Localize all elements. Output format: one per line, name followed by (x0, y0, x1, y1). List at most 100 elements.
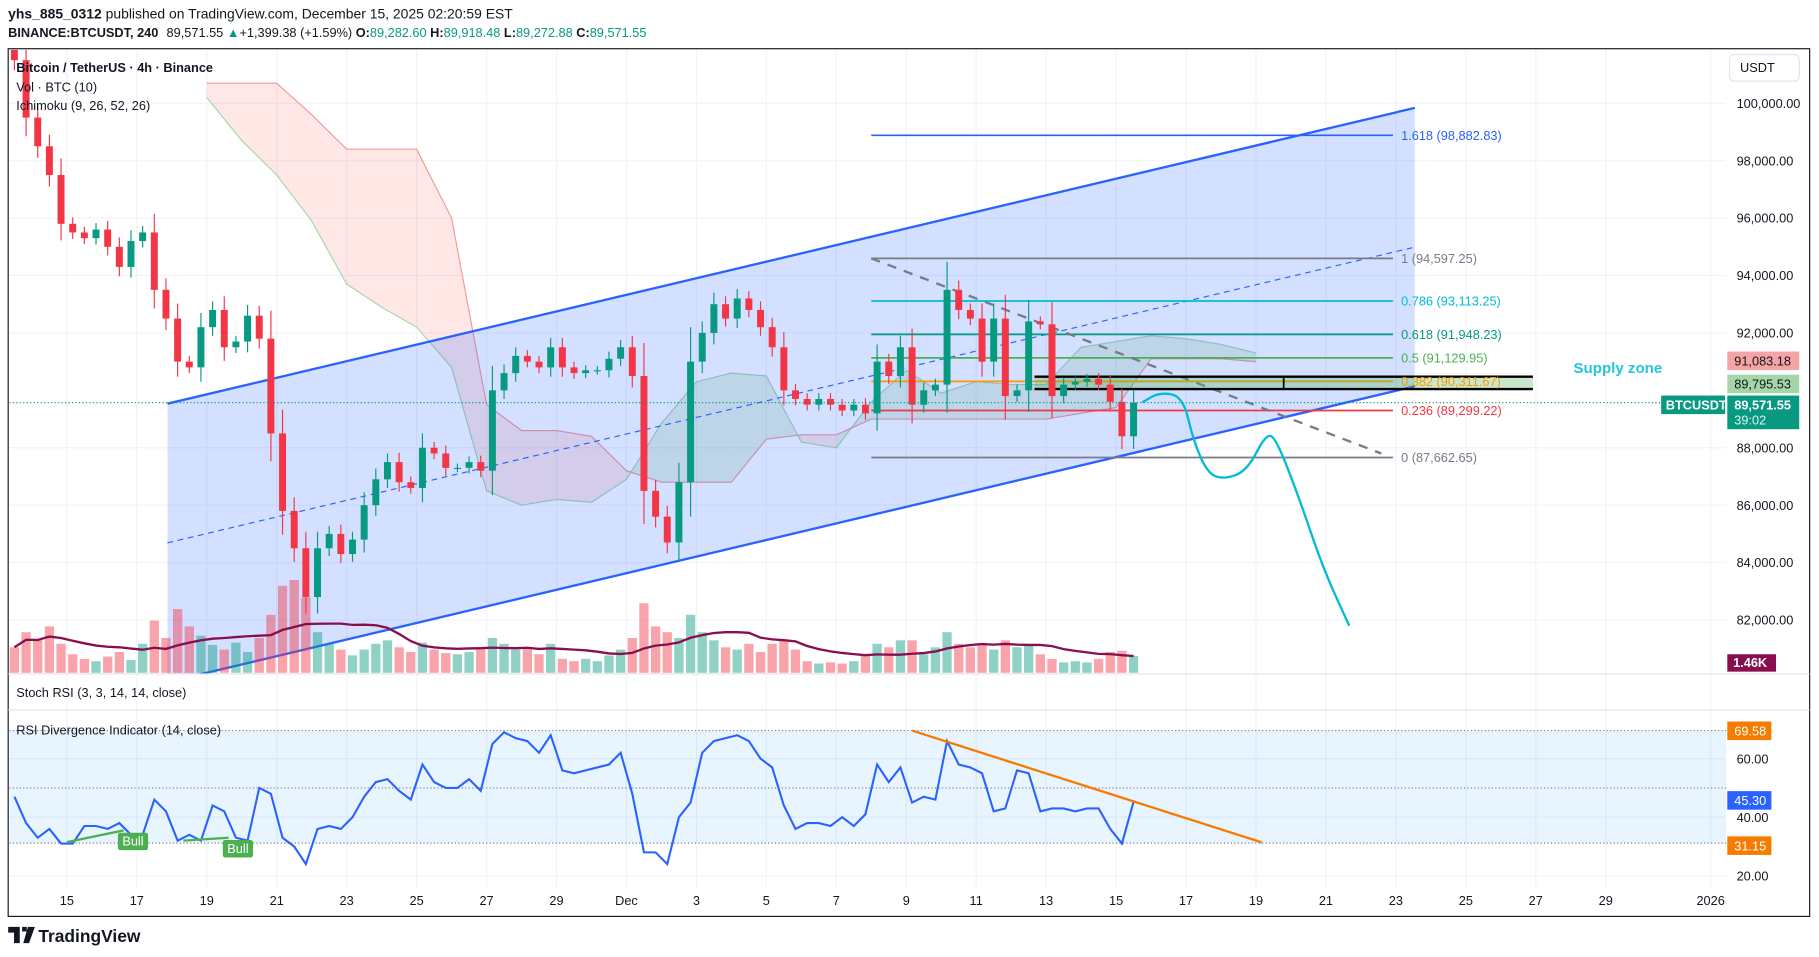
volume-bar (930, 647, 941, 673)
volume-bar (790, 649, 801, 673)
volume-bar (1035, 654, 1045, 673)
candle-body (127, 241, 135, 267)
volume-bar (68, 654, 78, 673)
candle-body (418, 447, 426, 488)
rsi-trend-line[interactable] (911, 729, 1263, 844)
date-tick-label: 29 (549, 893, 563, 908)
projection-path[interactable] (1141, 392, 1351, 627)
bull-divergence-label: Bull (227, 841, 248, 856)
volume-bar (91, 661, 101, 673)
candle-body (990, 318, 998, 362)
fib-level-label: 0.236 (89,299.22) (1401, 403, 1502, 418)
supply-zone-box[interactable] (1034, 375, 1533, 391)
volume-bar (650, 626, 661, 673)
candle-body (1048, 324, 1056, 397)
price-tick-label: 82,000.00 (1737, 613, 1794, 628)
rsi-axis[interactable]: 60.00 40.00 20.00 (1737, 751, 1769, 883)
main-pane[interactable] (9, 27, 1662, 682)
rsi-pane[interactable]: Bull Bull (9, 729, 1727, 867)
candle-body (174, 318, 182, 362)
close-value: 89,571.55 (590, 25, 647, 40)
ichimoku-cloud-segment (731, 373, 767, 483)
candle-body (896, 347, 904, 376)
candle-body (663, 516, 671, 543)
date-tick-label: 3 (693, 893, 700, 908)
volume-bar (44, 626, 55, 673)
candle-body (349, 539, 356, 554)
candle-body (628, 347, 636, 376)
supply-bottom-tag: 89,795.53 (1734, 377, 1791, 392)
candle-body (442, 453, 450, 468)
volume-bar (452, 654, 463, 673)
legend-volume[interactable]: Vol · BTC (10) (16, 80, 97, 95)
projection-curve[interactable] (1141, 392, 1351, 627)
volume-bar (860, 654, 871, 673)
candle-body (815, 398, 823, 405)
rsi-drawings[interactable]: Bull Bull (66, 729, 1263, 858)
currency-button-bg[interactable] (1729, 53, 1800, 82)
volume-bar (254, 638, 264, 673)
publisher-name[interactable]: yhs_885_0312 (8, 6, 102, 22)
candle-body (1083, 378, 1091, 382)
currency-label[interactable]: USDT (1740, 60, 1775, 75)
candle-body (733, 298, 741, 319)
ichimoku-cloud-segment (521, 430, 557, 506)
legend-ichimoku[interactable]: Ichimoku (9, 26, 52, 26) (16, 98, 150, 113)
volume-bar (802, 661, 812, 673)
volume-bar (779, 640, 789, 673)
volume-tag: 1.46K (1733, 655, 1768, 670)
volume-bar (103, 656, 113, 673)
volume-bar (954, 643, 964, 673)
rsi-tick-label: 40.00 (1737, 810, 1769, 825)
legend-title[interactable]: Bitcoin / TetherUS · 4h · Binance (16, 60, 213, 75)
date-tick-label: 21 (270, 893, 284, 908)
price-axis[interactable]: 100,000.00 98,000.00 96,000.00 94,000.00 92,… (1737, 96, 1801, 628)
date-tick-label: 7 (833, 893, 840, 908)
volume-bar (1128, 655, 1139, 673)
channel-lower-line[interactable] (167, 385, 1416, 682)
tradingview-logo-icon (8, 926, 35, 944)
candle-body (220, 309, 228, 348)
candle-body (570, 367, 578, 374)
date-tick-label: 2026 (1696, 893, 1724, 908)
ichimoku-span-a (206, 97, 1257, 506)
candle-body (430, 447, 438, 454)
volume-bar (207, 644, 218, 673)
fib-level-label: 0 (87,662.65) (1401, 450, 1477, 465)
candle-body (1095, 378, 1103, 385)
candle-body (1013, 390, 1021, 397)
candle-body (885, 361, 893, 376)
volume-bar (837, 663, 847, 673)
volume-bar (1047, 658, 1057, 673)
date-tick-label: 21 (1319, 893, 1333, 908)
currency-button[interactable]: USDT (1729, 53, 1800, 82)
volume-bar (989, 649, 999, 673)
candle-body (955, 289, 963, 310)
legend-stoch-rsi[interactable]: Stoch RSI (3, 3, 14, 14, close) (16, 685, 186, 700)
channel-fill (167, 107, 1415, 674)
bull-divergence-label: Bull (122, 833, 143, 848)
date-tick-label: 9 (903, 893, 910, 908)
volume-bar (581, 658, 591, 673)
volume-bar (697, 632, 707, 673)
volume-bar (511, 649, 521, 673)
supply-bottom-tag-bg (1727, 374, 1800, 394)
candle-body (162, 289, 170, 319)
rsi-tick-label: 20.00 (1737, 868, 1769, 883)
volume-bar (359, 649, 369, 673)
volume-bar (347, 655, 358, 673)
tradingview-logo[interactable]: TradingView (8, 926, 141, 946)
candle-body (861, 404, 869, 414)
time-axis[interactable]: 15 17 19 21 23 25 27 29 Dec 3 5 7 9 11 13 15 17 19 21 23 25 2… (60, 893, 1725, 908)
candle-body (698, 332, 706, 362)
candle-body (745, 298, 753, 310)
candle-body (209, 309, 217, 328)
open-value: 89,282.60 (370, 25, 427, 40)
fib-level-label: 1.618 (98,882.83) (1401, 128, 1502, 143)
rsi-lower-tag: 31.15 (1734, 838, 1766, 853)
candle-body (407, 482, 415, 488)
channel-upper-line[interactable] (167, 106, 1416, 405)
axis-tags: 91,083.18 89,795.53 BTCUSDT 89,571.55 39… (1661, 351, 1800, 855)
legend-rsi-divergence[interactable]: RSI Divergence Indicator (14, close) (16, 722, 221, 737)
